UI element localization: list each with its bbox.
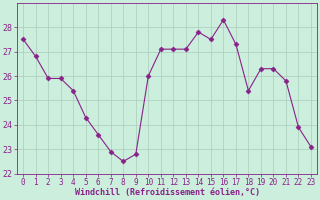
X-axis label: Windchill (Refroidissement éolien,°C): Windchill (Refroidissement éolien,°C) <box>75 188 260 197</box>
